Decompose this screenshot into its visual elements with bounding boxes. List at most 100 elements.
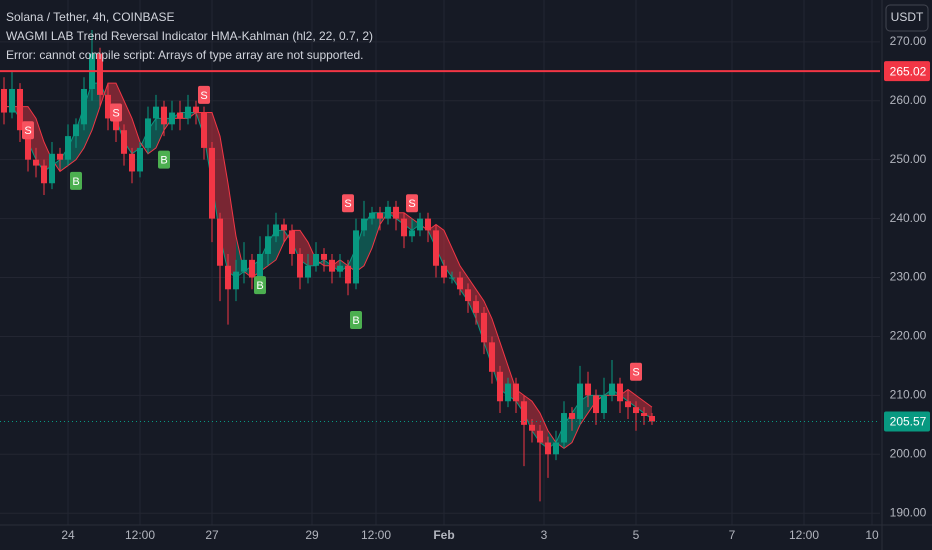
candle-body [417, 218, 423, 231]
candle-body [401, 218, 407, 237]
band-fill [276, 230, 284, 260]
candle-body [601, 395, 607, 414]
signal-marker [110, 103, 122, 122]
signal-marker [406, 194, 418, 213]
candle-body [441, 265, 447, 278]
x-tick-label: 7 [729, 528, 736, 542]
candle-body [369, 212, 375, 219]
candle-body [377, 212, 383, 219]
candle-body [201, 112, 207, 148]
candle-body [33, 159, 39, 166]
candle-body [9, 88, 15, 113]
candle-body [617, 383, 623, 402]
candle-body [337, 265, 343, 272]
candle-body [481, 312, 487, 343]
candle-body [505, 383, 511, 402]
candle-body [305, 265, 311, 278]
candle-body [537, 430, 543, 443]
candle-body [593, 395, 599, 414]
signal-marker [158, 150, 170, 169]
candle-body [249, 259, 255, 278]
candle-body [449, 277, 455, 279]
band-fill [636, 395, 644, 414]
y-tick-label: 220.00 [890, 329, 927, 343]
last-price-tag [884, 411, 930, 432]
band-fill [212, 112, 220, 237]
candle-body [105, 94, 111, 119]
candle-body [217, 218, 223, 266]
signal-marker [70, 171, 82, 190]
y-tick-label: 190.00 [890, 505, 927, 519]
candle-body [281, 224, 287, 231]
signal-label: S [24, 125, 31, 137]
hline-price-label: 265.02 [890, 64, 927, 78]
signal-marker [22, 121, 34, 140]
candle-body [561, 413, 567, 443]
x-tick-label: Feb [433, 528, 454, 542]
candle-body [241, 259, 247, 272]
candle-body [137, 147, 143, 172]
candle-body [225, 265, 231, 290]
error-message: Error: cannot compile script: Arrays of … [6, 48, 364, 62]
hline-price-tag [884, 61, 930, 82]
candle-body [265, 236, 271, 254]
signal-marker [198, 85, 210, 104]
candle-body [553, 442, 559, 455]
signal-label: B [160, 155, 167, 167]
candle-body [97, 53, 103, 95]
candle-body [569, 413, 575, 419]
band-fill [404, 212, 412, 231]
y-tick-label: 260.00 [890, 93, 927, 107]
signal-label: S [632, 367, 639, 379]
candle-body [25, 130, 31, 160]
chart-title: Solana / Tether, 4h, COINBASE [6, 10, 175, 24]
currency-label[interactable]: USDT [891, 10, 924, 24]
indicator-name: WAGMI LAB Trend Reversal Indicator HMA-K… [6, 29, 373, 43]
candle-body [521, 401, 527, 425]
candle-body [129, 153, 135, 172]
y-tick-label: 210.00 [890, 388, 927, 402]
band-fill [268, 230, 276, 266]
candle-body [257, 253, 263, 278]
candle-body [329, 259, 335, 272]
candle-body [145, 118, 151, 148]
candle-body [465, 289, 471, 302]
candle-body [513, 383, 519, 402]
candle-body [41, 165, 47, 184]
candle-body [289, 230, 295, 254]
x-tick-label: 24 [61, 528, 75, 542]
currency-button[interactable] [885, 4, 929, 32]
candle-body [73, 124, 79, 137]
candle-body [49, 153, 55, 184]
x-tick-label: 5 [633, 528, 640, 542]
y-tick-label: 240.00 [890, 211, 927, 225]
candle-body [433, 230, 439, 266]
candle-body [577, 383, 583, 419]
candle-body [169, 112, 175, 125]
header: Solana / Tether, 4h, COINBASE WAGMI LAB … [6, 10, 373, 62]
signal-marker [350, 310, 362, 329]
candle-body [113, 118, 119, 131]
candle-body [57, 153, 63, 160]
candle-body [545, 442, 551, 455]
candle-body [17, 88, 23, 131]
candle-body [1, 88, 7, 113]
signal-marker [254, 276, 266, 295]
candle-body [625, 401, 631, 408]
candle-body [233, 271, 239, 290]
candle-body [385, 206, 391, 219]
candle-body [65, 136, 71, 160]
band-fill [228, 183, 236, 278]
y-tick-label: 200.00 [890, 446, 927, 460]
candle-body [457, 277, 463, 290]
band-fill [84, 83, 92, 148]
signal-marker [342, 194, 354, 213]
candle-body [345, 265, 351, 284]
candle-body [393, 206, 399, 219]
candle-body [497, 371, 503, 402]
signal-label: B [72, 176, 79, 188]
last-price-label: 205.57 [890, 415, 927, 429]
candle-body [321, 253, 327, 260]
candle-body [649, 415, 655, 422]
